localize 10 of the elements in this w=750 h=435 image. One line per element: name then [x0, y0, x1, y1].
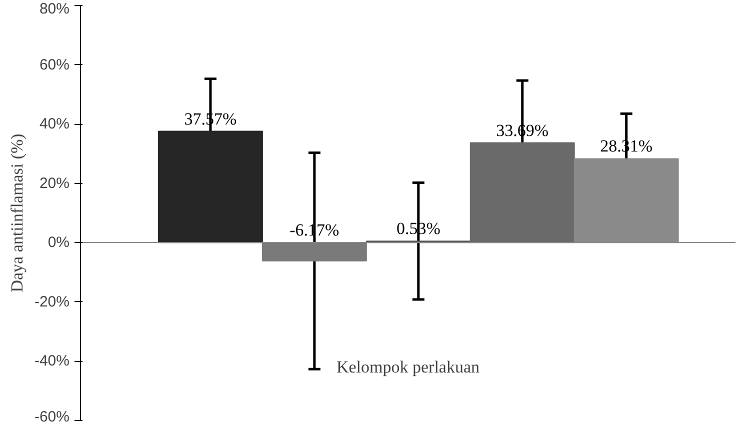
y-tick-label: -20%	[34, 293, 70, 310]
y-tick-label: -40%	[34, 352, 70, 370]
y-tick-label: -60%	[34, 408, 70, 426]
y-tick-label: 80%	[39, 0, 70, 18]
y-tick-label: 60%	[39, 56, 70, 74]
y-tick-label: 40%	[39, 116, 70, 133]
y-tick-label: 20%	[39, 174, 70, 192]
y-axis-title: Daya antiinflamasi (%)	[7, 134, 26, 292]
y-tick-label: 0%	[48, 234, 70, 252]
x-axis-title: Kelompok perlakuan	[336, 358, 480, 376]
